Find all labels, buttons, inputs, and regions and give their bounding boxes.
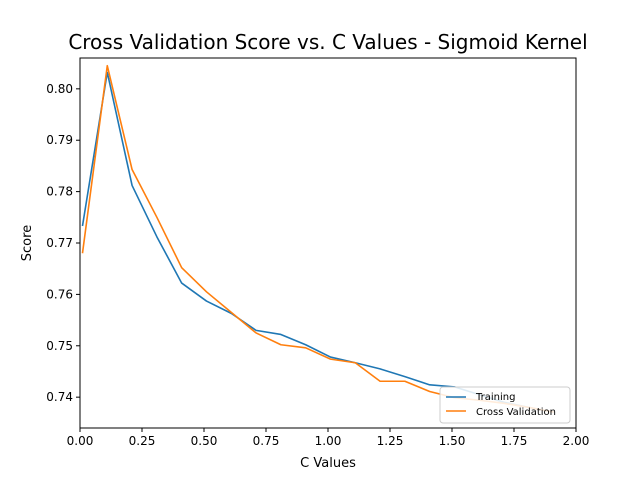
x-tick-label: 0.50 bbox=[191, 434, 218, 448]
legend-label-cross-validation: Cross Validation bbox=[476, 407, 556, 418]
x-tick-label: 1.25 bbox=[377, 434, 404, 448]
y-tick-label: 0.75 bbox=[46, 339, 73, 353]
y-tick-label: 0.79 bbox=[46, 133, 73, 147]
chart-title: Cross Validation Score vs. C Values - Si… bbox=[68, 30, 587, 54]
y-tick-label: 0.77 bbox=[46, 236, 73, 250]
plot-area-frame bbox=[79, 57, 577, 429]
x-tick-label: 0.00 bbox=[67, 434, 94, 448]
series-line-training bbox=[81, 71, 554, 413]
y-tick-label: 0.80 bbox=[46, 82, 73, 96]
x-axis-label: C Values bbox=[300, 456, 356, 471]
y-tick-label: 0.76 bbox=[46, 287, 73, 301]
legend: Training Cross Validation bbox=[439, 386, 571, 424]
x-tick-label: 0.25 bbox=[129, 434, 156, 448]
x-tick-label: 1.00 bbox=[315, 434, 342, 448]
x-tick-label: 1.50 bbox=[439, 434, 466, 448]
x-tick-label: 2.00 bbox=[563, 434, 590, 448]
y-tick-label: 0.74 bbox=[46, 390, 73, 404]
y-axis-label: Score bbox=[20, 225, 35, 261]
y-tick-label: 0.78 bbox=[46, 185, 73, 199]
x-tick-label: 1.75 bbox=[501, 434, 528, 448]
legend-box bbox=[439, 386, 571, 424]
legend-label-training: Training bbox=[475, 392, 515, 403]
x-tick-label: 0.75 bbox=[253, 434, 280, 448]
series-line-cross-validation bbox=[81, 64, 554, 413]
